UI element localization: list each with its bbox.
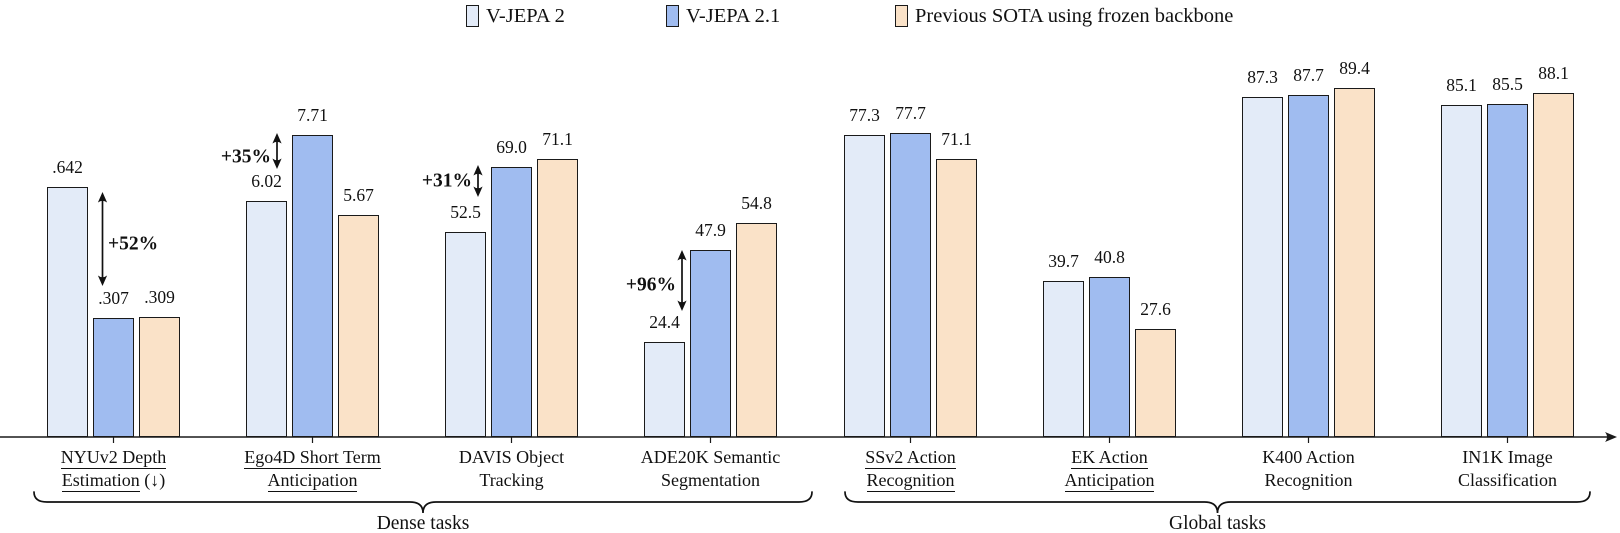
bar-nyuv2-depth-series1 bbox=[93, 318, 134, 437]
value-label-nyuv2-depth-series1: .307 bbox=[98, 288, 129, 308]
legend-swatch-vjepa2 bbox=[466, 5, 479, 27]
task-label-davis-tracking: DAVIS Object Tracking bbox=[458, 447, 565, 490]
task-label-in1k-classification: IN1K Image Classification bbox=[1458, 447, 1557, 490]
bar-k400-recognition-series0 bbox=[1242, 97, 1283, 437]
annotation-text-ego4d-sta: +35% bbox=[221, 147, 271, 168]
legend-item-vjepa21: V-JEPA 2.1 bbox=[666, 4, 780, 28]
task-label-ssv2-recognition: SSv2 Action Recognition bbox=[865, 447, 956, 492]
bar-in1k-classification-series0 bbox=[1441, 105, 1482, 437]
bar-ego4d-sta-series2 bbox=[338, 215, 379, 437]
value-label-davis-tracking-series1: 69.0 bbox=[496, 137, 527, 157]
legend-item-vjepa2: V-JEPA 2 bbox=[466, 4, 565, 28]
bar-ssv2-recognition-series0 bbox=[844, 135, 885, 437]
bar-ego4d-sta-series0 bbox=[246, 201, 287, 437]
bar-davis-tracking-series1 bbox=[491, 167, 532, 437]
value-label-ego4d-sta-series1: 7.71 bbox=[297, 105, 328, 125]
value-label-ek-anticipation-series2: 27.6 bbox=[1140, 299, 1171, 319]
annotation-text-davis-tracking: +31% bbox=[422, 171, 472, 192]
value-label-k400-recognition-series1: 87.7 bbox=[1293, 65, 1324, 85]
value-label-ssv2-recognition-series0: 77.3 bbox=[849, 105, 880, 125]
bar-davis-tracking-series2 bbox=[537, 159, 578, 437]
bar-ssv2-recognition-series2 bbox=[936, 159, 977, 437]
bar-ego4d-sta-series1 bbox=[292, 135, 333, 437]
bar-in1k-classification-series1 bbox=[1487, 104, 1528, 437]
bar-k400-recognition-series1 bbox=[1288, 95, 1329, 437]
legend-swatch-vjepa21 bbox=[666, 5, 679, 27]
value-label-davis-tracking-series2: 71.1 bbox=[542, 129, 573, 149]
x-axis-arrowhead bbox=[1605, 432, 1617, 442]
legend-swatch-prev-sota bbox=[895, 5, 908, 27]
value-label-in1k-classification-series0: 85.1 bbox=[1446, 75, 1477, 95]
bracket-1 bbox=[844, 491, 1591, 514]
value-label-in1k-classification-series1: 85.5 bbox=[1492, 74, 1523, 94]
value-label-ade20k-seg-series2: 54.8 bbox=[741, 193, 772, 213]
bracket-label-dense-tasks: Dense tasks bbox=[376, 513, 470, 533]
bar-k400-recognition-series2 bbox=[1334, 88, 1375, 437]
value-label-ade20k-seg-series1: 47.9 bbox=[695, 220, 726, 240]
value-label-nyuv2-depth-series2: .309 bbox=[144, 287, 175, 307]
value-label-ego4d-sta-series0: 6.02 bbox=[251, 171, 282, 191]
legend-label-vjepa2: V-JEPA 2 bbox=[486, 4, 565, 27]
bar-ek-anticipation-series2 bbox=[1135, 329, 1176, 437]
bar-ssv2-recognition-series1 bbox=[890, 133, 931, 437]
bar-ade20k-seg-series0 bbox=[644, 342, 685, 437]
annotation-ade20k-seg: +96% bbox=[626, 250, 687, 311]
value-label-ek-anticipation-series0: 39.7 bbox=[1048, 251, 1079, 271]
value-label-ade20k-seg-series0: 24.4 bbox=[649, 312, 680, 332]
bar-in1k-classification-series2 bbox=[1533, 93, 1574, 437]
value-label-in1k-classification-series2: 88.1 bbox=[1538, 63, 1569, 83]
value-label-davis-tracking-series0: 52.5 bbox=[450, 202, 481, 222]
value-label-k400-recognition-series0: 87.3 bbox=[1247, 67, 1278, 87]
bracket-label-global-tasks: Global tasks bbox=[1169, 513, 1266, 533]
annotation-davis-tracking: +31% bbox=[422, 165, 483, 197]
task-label-ade20k-seg: ADE20K Semantic Segmentation bbox=[640, 447, 781, 490]
annotation-nyuv2-depth: +52% bbox=[97, 192, 158, 286]
annotation-ego4d-sta: +35% bbox=[221, 133, 282, 169]
bar-ek-anticipation-series0 bbox=[1043, 281, 1084, 437]
task-label-ego4d-sta: Ego4D Short Term Anticipation bbox=[244, 447, 381, 492]
bar-nyuv2-depth-series0 bbox=[47, 187, 88, 437]
bar-nyuv2-depth-series2 bbox=[139, 317, 180, 437]
value-label-ssv2-recognition-series2: 71.1 bbox=[941, 129, 972, 149]
bar-davis-tracking-series0 bbox=[445, 232, 486, 437]
annotation-text-nyuv2-depth: +52% bbox=[108, 234, 158, 255]
value-label-nyuv2-depth-series0: .642 bbox=[52, 157, 83, 177]
bracket-0 bbox=[33, 491, 813, 514]
task-label-ek-anticipation: EK Action Anticipation bbox=[1064, 447, 1155, 492]
legend-item-prev-sota: Previous SOTA using frozen backbone bbox=[895, 4, 1233, 28]
bar-ade20k-seg-series2 bbox=[736, 223, 777, 437]
value-label-ego4d-sta-series2: 5.67 bbox=[343, 185, 374, 205]
bar-ade20k-seg-series1 bbox=[690, 250, 731, 437]
bar-ek-anticipation-series1 bbox=[1089, 277, 1130, 437]
value-label-k400-recognition-series2: 89.4 bbox=[1339, 58, 1370, 78]
task-label-k400-recognition: K400 Action Recognition bbox=[1262, 447, 1355, 490]
legend-label-vjepa21: V-JEPA 2.1 bbox=[686, 4, 781, 27]
task-label-nyuv2-depth: NYUv2 Depth Estimation (↓) bbox=[60, 447, 167, 492]
legend-label-prev-sota: Previous SOTA using frozen backbone bbox=[915, 4, 1234, 27]
value-label-ek-anticipation-series1: 40.8 bbox=[1094, 247, 1125, 267]
value-label-ssv2-recognition-series1: 77.7 bbox=[895, 103, 926, 123]
annotation-text-ade20k-seg: +96% bbox=[626, 275, 676, 296]
